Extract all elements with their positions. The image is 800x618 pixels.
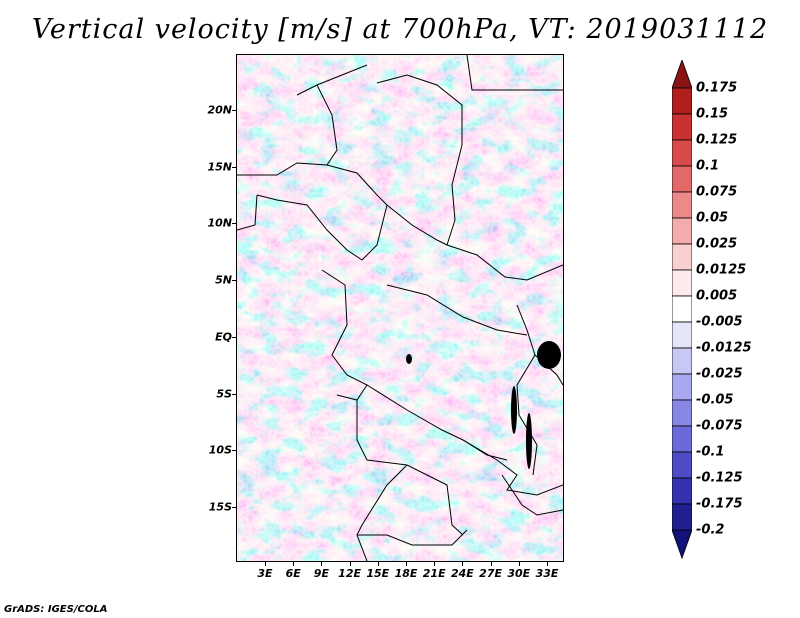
lat-tick [232,393,236,395]
lat-tick [232,450,236,452]
grads-credit: GrADS: IGES/COLA [4,604,108,615]
map-canvas [237,55,563,561]
lon-tick [377,562,379,566]
lon-tick [406,562,407,566]
colorbar-label: -0.005 [696,314,743,330]
colorbar-label: -0.0125 [696,340,752,356]
colorbar-label: 0.075 [696,184,738,200]
colorbar-segment [672,139,692,167]
colorbar-segment [672,269,692,297]
lat-label: 10S [208,443,232,457]
colorbar-label: 0.175 [696,80,738,96]
colorbar-segment [672,295,692,323]
lat-label: 15S [208,500,232,514]
lon-label: 18E [394,567,418,580]
colorbar-label: -0.05 [696,392,734,408]
lat-label: 5N [215,273,232,287]
colorbar-label: 0.05 [696,210,729,226]
lon-tick [434,562,436,566]
field-texture [237,55,563,561]
colorbar-label: -0.125 [696,470,743,486]
lon-label: 15E [366,567,390,580]
chart-title: Vertical velocity [m/s] at 700hPa, VT: 2… [31,14,769,45]
lon-tick [265,562,266,566]
lon-label: 27E [479,567,502,580]
velocity-map[interactable] [236,54,564,562]
colorbar-label: -0.075 [696,418,743,434]
colorbar-label: 0.005 [696,288,738,304]
colorbar-label: -0.025 [696,366,743,382]
lon-tick [321,562,323,566]
colorbar-segment [672,321,692,349]
country-borders [237,55,563,561]
colorbar-bottom-arrow [672,529,692,560]
lakes [406,341,561,469]
colorbar-segment [672,451,692,479]
lon-tick [462,562,464,566]
colorbar-segment [672,87,692,115]
lon-label: 6E [285,567,301,580]
colorbar-segment [672,503,692,531]
colorbar-label: 0.15 [696,106,729,122]
lat-label: 5S [216,387,232,400]
lat-tick [232,223,236,225]
lat-tick [232,336,236,338]
colorbar-label: 0.0125 [696,262,747,278]
colorbar-segment [672,113,692,141]
lon-tick [490,562,492,566]
colorbar-segment [672,217,692,245]
colorbar-segment [672,165,692,193]
lon-tick [293,562,295,566]
lon-label: 24E [450,567,474,580]
colorbar-segment [672,191,692,219]
lat-label: 15N [207,160,232,174]
lat-label: EQ [215,330,232,344]
lat-label: 10N [207,216,232,230]
lon-label: 21E [422,567,446,580]
colorbar-top-arrow [672,60,692,89]
colorbar-segment [672,373,692,401]
lon-label: 3E [257,567,273,580]
colorbar-label: -0.2 [696,522,725,538]
lon-label: 30E [507,567,531,580]
lon-tick [349,562,351,566]
colorbar-label: 0.025 [696,236,738,252]
colorbar-label: -0.1 [696,444,725,460]
lon-label: 33E [535,567,559,580]
lat-tick [232,166,236,168]
lon-tick [547,562,548,566]
colorbar-segment [672,477,692,505]
colorbar-segment [672,347,692,375]
colorbar-label: 0.125 [696,132,738,148]
lat-tick [232,110,236,111]
colorbar-label: -0.175 [696,496,743,512]
lon-label: 12E [338,567,361,580]
colorbar [672,60,692,560]
colorbar-segment [672,243,692,271]
lat-tick [232,506,236,508]
lat-label: 20N [207,103,232,117]
colorbar-segment [672,425,692,453]
colorbar-label: 0.1 [696,158,720,174]
lon-tick [518,562,520,566]
colorbar-segment [672,399,692,427]
lon-label: 9E [313,567,329,580]
lat-tick [232,280,236,282]
